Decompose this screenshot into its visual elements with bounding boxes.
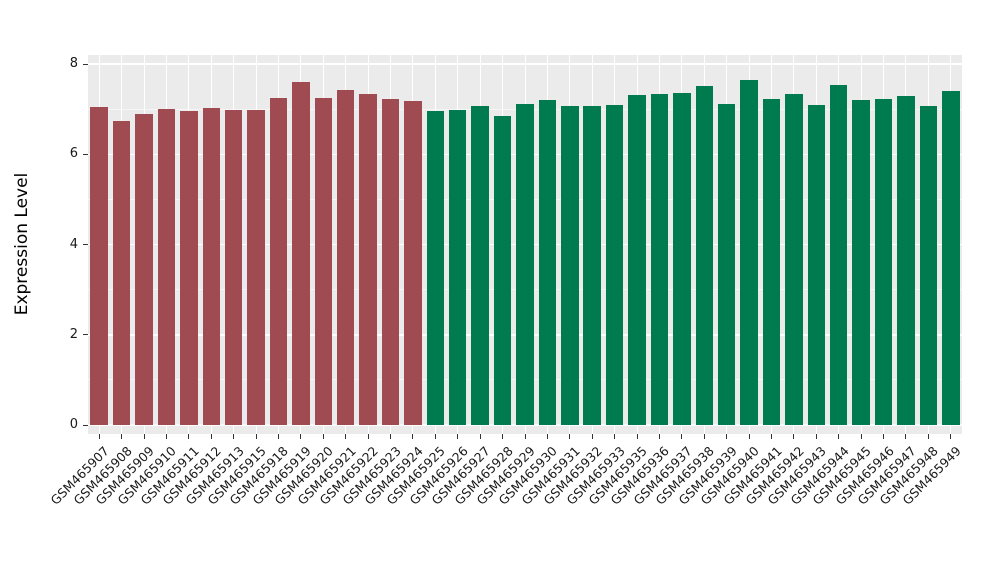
bar-GSM465925 [426,110,445,425]
x-axis-tick [658,434,660,439]
bar-GSM465908 [112,120,131,425]
bar-GSM465931 [561,105,579,425]
bar-GSM465949 [942,91,960,425]
bar-GSM465947 [897,96,915,425]
bar-GSM465939 [717,103,736,425]
x-axis-tick [860,434,862,439]
x-axis-tick [726,434,728,439]
x-axis-tick [390,434,392,439]
bar-GSM465922 [359,94,377,425]
x-axis-tick [434,434,436,439]
x-axis-tick [905,434,907,439]
bar-GSM465933 [605,104,624,425]
bar-GSM465944 [830,84,848,425]
y-tick-label: 6 [69,146,78,162]
bar-GSM465948 [919,106,938,425]
y-axis-title: Expression Level [12,172,32,316]
bar-GSM465932 [583,105,601,425]
y-axis-tick [83,153,88,155]
bar-GSM465945 [852,100,870,425]
x-axis-tick [412,434,414,439]
bar-GSM465941 [762,99,781,425]
x-axis-tick [815,434,817,439]
bar-GSM465918 [269,97,288,425]
bar-GSM465921 [336,90,355,425]
bar-GSM465946 [874,98,893,425]
bar-GSM465913 [224,109,243,425]
x-axis-tick [636,434,638,439]
x-axis-tick [950,434,952,439]
bar-GSM465919 [292,82,310,425]
bar-GSM465923 [381,99,400,425]
x-axis-tick [502,434,504,439]
x-axis-tick [546,434,548,439]
x-axis-tick [98,434,100,439]
bar-GSM465909 [135,114,153,425]
x-axis-tick [457,434,459,439]
bar-GSM465935 [628,95,646,425]
x-axis-tick [927,434,929,439]
x-axis-tick [793,434,795,439]
bar-GSM465928 [493,116,512,425]
x-axis-tick [322,434,324,439]
bar-GSM465938 [695,85,713,425]
x-axis-tick [524,434,526,439]
y-axis-tick [83,424,88,426]
x-axis-tick [345,434,347,439]
x-axis-tick [165,434,167,439]
x-axis-tick [569,434,571,439]
x-axis-tick [255,434,257,439]
x-axis-tick [143,434,145,439]
bar-GSM465907 [90,106,108,425]
x-axis-tick [367,434,369,439]
x-axis-tick [771,434,772,439]
x-axis-tick [591,434,593,439]
y-axis-tick [83,334,88,336]
y-tick-label: 4 [69,236,78,252]
y-tick-label: 0 [69,417,78,432]
x-axis-tick [210,434,212,439]
y-tick-label: 2 [69,326,78,342]
y-axis-tick [83,63,88,65]
bar-GSM465924 [404,101,422,425]
x-axis-tick [188,434,190,439]
x-axis-tick [748,434,750,439]
x-axis-tick [681,434,683,439]
bar-GSM465930 [538,100,557,425]
y-axis-tick [83,244,88,245]
bar-GSM465926 [449,110,467,425]
x-axis-tick [121,434,123,439]
bar-GSM465936 [650,94,669,425]
bar-GSM465940 [740,79,758,425]
x-axis-tick [703,434,705,439]
x-axis-tick [479,434,481,439]
x-axis-tick [614,434,616,439]
bar-GSM465929 [516,103,534,425]
bar-GSM465912 [202,108,220,425]
bar-GSM465943 [807,104,826,425]
x-axis-tick [300,434,302,439]
bar-GSM465911 [180,110,198,425]
x-axis-tick [277,434,279,439]
x-axis-tick [838,434,840,439]
bar-GSM465937 [673,92,691,425]
bar-GSM465910 [157,109,176,425]
y-tick-label: 8 [69,56,78,71]
bar-GSM465915 [247,109,265,425]
bar-GSM465927 [471,105,489,425]
x-axis-tick [883,434,885,439]
x-axis-tick [233,434,235,439]
bar-GSM465920 [314,97,333,425]
bar-GSM465942 [785,93,803,425]
